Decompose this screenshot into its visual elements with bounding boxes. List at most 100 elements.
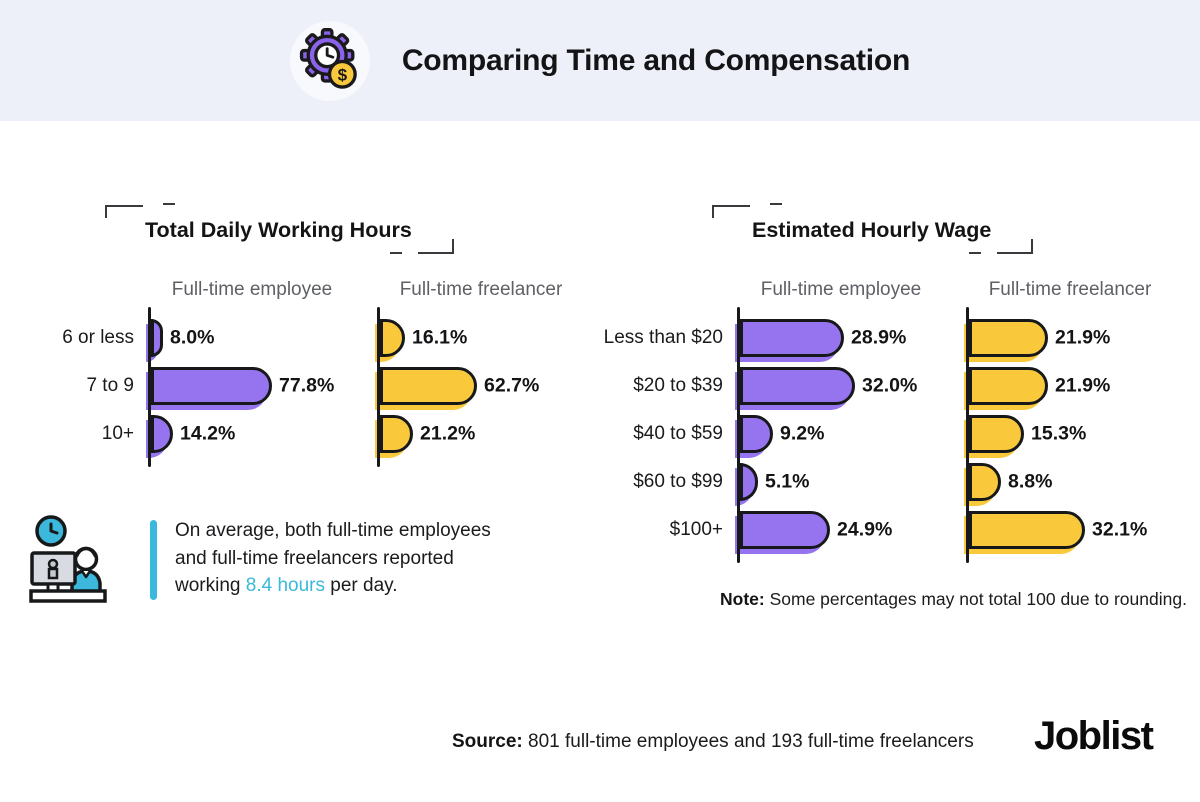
category-label: $20 to $39 (633, 375, 723, 396)
series-header: Full-time employee (171, 279, 333, 300)
bar-value-label: 21.9% (1055, 374, 1111, 397)
source-text: 801 full-time employees and 193 full-tim… (522, 731, 974, 752)
bar-value-label: 8.8% (1008, 470, 1053, 493)
bar-row: 77.8% (148, 362, 377, 410)
bracket-top-left (105, 205, 143, 218)
callout-text-before: On average, both full-time employees and… (175, 520, 491, 596)
series-bars: 21.9% 21.9% 15.3% 8.8% 32.1% (966, 307, 1195, 563)
category-label: Less than $20 (603, 327, 723, 348)
section-title: Total Daily Working Hours (145, 218, 412, 242)
bar: 62.7% (380, 367, 539, 405)
bar: 8.0% (151, 319, 214, 357)
series-header: Full-time employee (760, 279, 922, 300)
bar: 77.8% (151, 367, 334, 405)
bar-value-label: 21.2% (420, 422, 476, 445)
bar: 9.2% (740, 415, 824, 453)
axis-line (737, 307, 740, 563)
bar: 5.1% (740, 463, 809, 501)
bar: 21.9% (969, 367, 1110, 405)
bar-row: 21.9% (966, 314, 1195, 362)
bar: 32.0% (740, 367, 917, 405)
section-title-frame: Estimated Hourly Wage (712, 196, 1035, 277)
chart-grid: 6 or less 7 to 9 10+ Full-time employee 8.0%… (8, 277, 606, 467)
bracket-top-dash (770, 203, 782, 205)
average-hours-callout: On average, both full-time employees and… (28, 512, 501, 610)
bar-row: 21.2% (377, 410, 606, 458)
bar-value-label: 77.8% (279, 374, 335, 397)
bracket-top-dash (163, 203, 175, 205)
series-column: Full-time employee 28.9% 32.0% 9.2% 5.1% 24.9… (737, 277, 966, 563)
category-label: 6 or less (62, 327, 134, 348)
section-title: Estimated Hourly Wage (752, 218, 992, 242)
series-header: Full-time freelancer (988, 279, 1152, 300)
category-label: 7 to 9 (86, 375, 134, 396)
category-label: $60 to $99 (633, 471, 723, 492)
series-header: Full-time freelancer (399, 279, 563, 300)
rounding-note-text: Some percentages may not total 100 due t… (764, 589, 1187, 609)
series-bars: 28.9% 32.0% 9.2% 5.1% 24.9% (737, 307, 966, 563)
bar: 21.9% (969, 319, 1110, 357)
series-column: Full-time freelancer 21.9% 21.9% 15.3% 8.8% 3… (966, 277, 1195, 563)
bar-value-label: 24.9% (837, 518, 893, 541)
bar: 24.9% (740, 511, 892, 549)
axis-line (377, 307, 380, 467)
page-title: Comparing Time and Compensation (401, 43, 911, 77)
hours-chart-section: Total Daily Working Hours 6 or less 7 to 9… (8, 196, 606, 467)
category-labels: 6 or less 7 to 9 10+ (8, 277, 148, 467)
bar: 16.1% (380, 319, 467, 357)
bracket-bottom-right (997, 239, 1034, 254)
gear-clock-dollar-icon: $ (289, 20, 370, 101)
category-label: $40 to $59 (633, 423, 723, 444)
bar-value-label: 32.1% (1092, 518, 1148, 541)
bar-row: 8.8% (966, 458, 1195, 506)
bar: 32.1% (969, 511, 1147, 549)
source-label: Source: (452, 731, 523, 752)
bar-value-label: 62.7% (484, 374, 540, 397)
bar-value-label: 16.1% (412, 326, 468, 349)
bar-row: 24.9% (737, 506, 966, 554)
joblist-logo: Joblist (1034, 714, 1154, 758)
source-note: Source: 801 full-time employees and 193 … (452, 731, 974, 753)
category-labels: Less than $20 $20 to $39 $40 to $59 $60 to … (597, 277, 737, 563)
bar-row: 5.1% (737, 458, 966, 506)
axis-line (966, 307, 969, 563)
bar-value-label: 28.9% (851, 326, 907, 349)
rounding-note-label: Note: (720, 589, 765, 609)
bar-row: 28.9% (737, 314, 966, 362)
bracket-bottom-dash (969, 252, 982, 254)
svg-text:$: $ (337, 65, 347, 84)
series-column: Full-time freelancer 16.1% 62.7% 21.2% (377, 277, 606, 467)
series-column: Full-time employee 8.0% 77.8% 14.2% (148, 277, 377, 467)
bar-row: 32.0% (737, 362, 966, 410)
bar: 15.3% (969, 415, 1086, 453)
bar-row: 8.0% (148, 314, 377, 362)
bar: 8.8% (969, 463, 1052, 501)
bar-row: 32.1% (966, 506, 1195, 554)
bar-value-label: 21.9% (1055, 326, 1111, 349)
bar: 21.2% (380, 415, 475, 453)
bracket-bottom-dash (389, 252, 402, 254)
series-bars: 8.0% 77.8% 14.2% (148, 307, 377, 467)
series-bars: 16.1% 62.7% 21.2% (377, 307, 606, 467)
bar-row: 21.9% (966, 362, 1195, 410)
bar: 28.9% (740, 319, 906, 357)
bar-row: 14.2% (148, 410, 377, 458)
callout-highlight: 8.4 hours (245, 575, 325, 596)
bar-row: 15.3% (966, 410, 1195, 458)
rounding-note: Note: Some percentages may not total 100… (720, 589, 1187, 610)
bar-value-label: 9.2% (780, 422, 825, 445)
bracket-top-left (712, 205, 750, 218)
bar-row: 62.7% (377, 362, 606, 410)
category-label: $100+ (669, 519, 723, 540)
callout-text: On average, both full-time employees and… (175, 517, 501, 600)
bar-value-label: 14.2% (180, 422, 236, 445)
wage-chart-section: Estimated Hourly Wage Less than $20 $20 to… (597, 196, 1195, 563)
callout-accent-bar (150, 520, 157, 600)
bracket-bottom-right (417, 239, 454, 254)
bar-row: 9.2% (737, 410, 966, 458)
axis-line (148, 307, 151, 467)
callout-text-after: per day. (324, 575, 398, 596)
bar-value-label: 5.1% (765, 470, 810, 493)
header: $ Comparing Time and Compensation (0, 0, 1200, 121)
